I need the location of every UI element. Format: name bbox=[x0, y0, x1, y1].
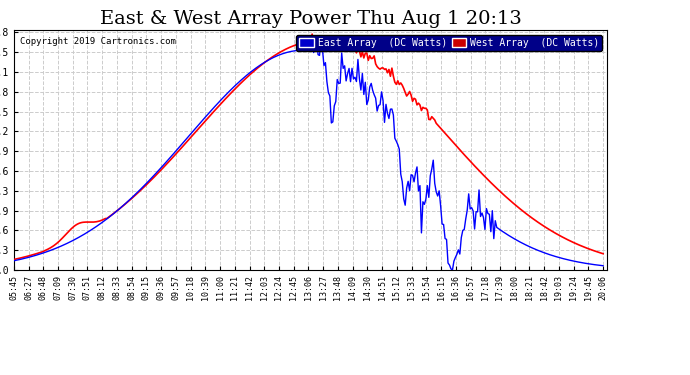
Title: East & West Array Power Thu Aug 1 20:13: East & West Array Power Thu Aug 1 20:13 bbox=[99, 10, 522, 28]
Legend: East Array  (DC Watts), West Array  (DC Watts): East Array (DC Watts), West Array (DC Wa… bbox=[296, 35, 602, 51]
Text: Copyright 2019 Cartronics.com: Copyright 2019 Cartronics.com bbox=[20, 37, 176, 46]
